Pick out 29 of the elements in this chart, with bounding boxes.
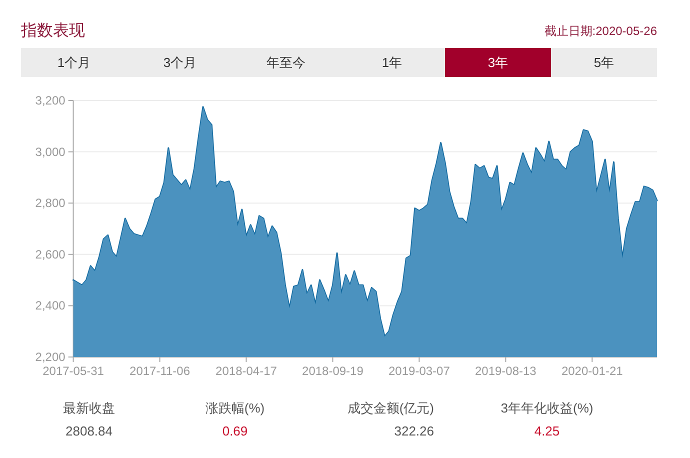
ytick-label: 3,200 bbox=[35, 94, 66, 108]
tab-label: 5年 bbox=[594, 55, 614, 70]
tab-label: 1年 bbox=[382, 55, 402, 70]
stat-value: 0.69 bbox=[222, 424, 248, 438]
subtitle: 截止日期:2020-05-26 bbox=[544, 24, 657, 38]
xtick-label: 2019-03-07 bbox=[388, 364, 450, 378]
xtick-label: 2017-11-06 bbox=[130, 364, 190, 378]
xtick-label: 2018-09-19 bbox=[302, 364, 364, 378]
stat-label: 涨跌幅(%) bbox=[205, 400, 265, 416]
xtick-label: 2017-05-31 bbox=[42, 364, 104, 378]
ytick-label: 3,000 bbox=[35, 144, 66, 159]
xtick-label: 2018-04-17 bbox=[216, 364, 277, 378]
stat-label: 成交金额(亿元) bbox=[347, 400, 434, 416]
stat-value: 322.26 bbox=[394, 424, 434, 438]
tab-label: 年至今 bbox=[266, 55, 306, 70]
stat-value: 2808.84 bbox=[66, 424, 112, 438]
ytick-label: 2,800 bbox=[35, 196, 66, 210]
stat-label: 3年年化收益(%) bbox=[500, 400, 594, 416]
xtick-label: 2020-01-21 bbox=[561, 364, 623, 378]
ytick-label: 2,400 bbox=[35, 298, 66, 313]
ytick-label: 2,600 bbox=[35, 247, 66, 262]
stat-value: 4.25 bbox=[534, 424, 560, 438]
title: 指数表现 bbox=[21, 22, 85, 40]
stat-label: 最新收盘 bbox=[63, 400, 115, 416]
tab-label: 3个月 bbox=[163, 55, 197, 70]
tab-label: 1个月 bbox=[57, 55, 91, 70]
xtick-label: 2019-08-13 bbox=[474, 364, 536, 378]
ytick-label: 2,200 bbox=[35, 350, 66, 364]
tab-label: 3年 bbox=[488, 55, 508, 70]
